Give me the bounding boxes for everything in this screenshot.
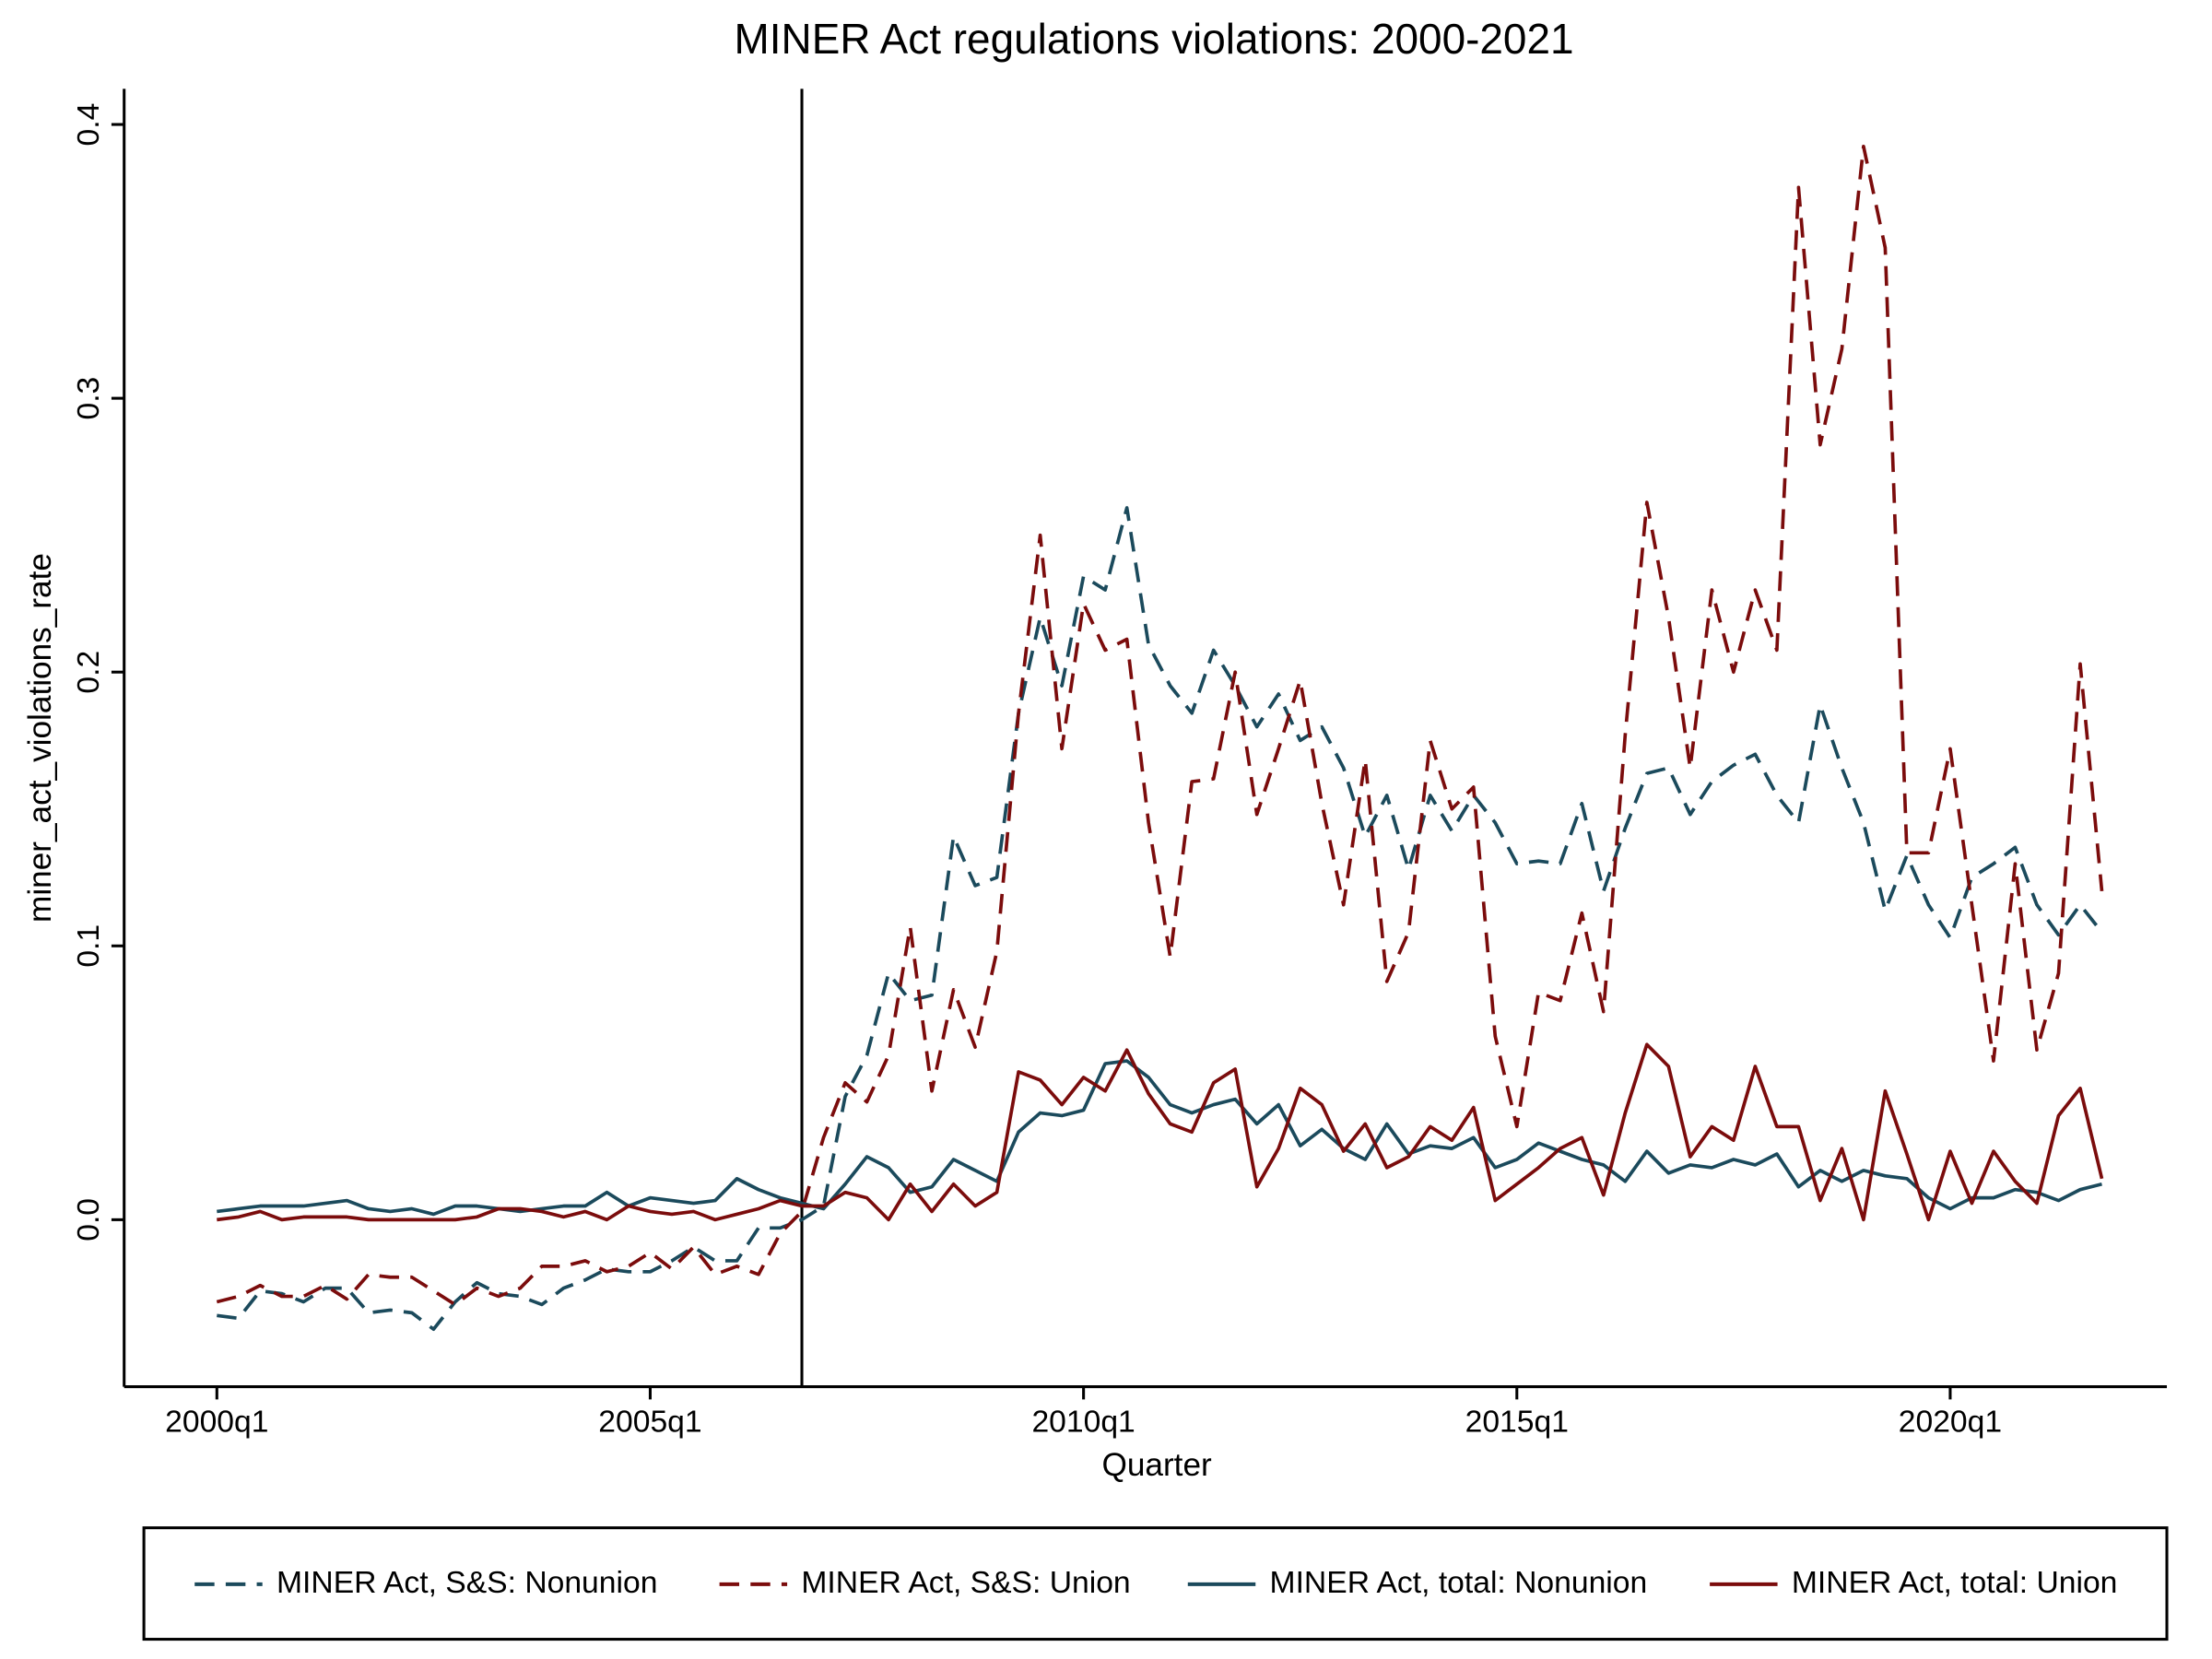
y-tick-label: 0.4 (72, 103, 106, 147)
legend-label: MINER Act, total: Union (1792, 1566, 2118, 1600)
legend-label: MINER Act, S&S: Nonunion (276, 1566, 657, 1600)
x-tick-label: 2015q1 (1465, 1405, 1569, 1439)
y-tick-label: 0.3 (72, 377, 106, 420)
y-axis-label: miner_act_violations_rate (22, 553, 58, 923)
series-line (217, 1042, 2104, 1222)
x-tick-label: 2000q1 (165, 1405, 268, 1439)
x-tick-label: 2010q1 (1031, 1405, 1135, 1439)
legend-label: MINER Act, total: Nonunion (1270, 1566, 1648, 1600)
series-line (216, 144, 2104, 1307)
series-line (217, 506, 2103, 1332)
y-tick-label: 0.1 (72, 924, 106, 968)
x-tick-label: 2005q1 (598, 1405, 701, 1439)
x-tick-label: 2020q1 (1899, 1405, 2002, 1439)
y-tick-label: 0.0 (72, 1198, 106, 1241)
x-axis-label: Quarter (1101, 1447, 1212, 1483)
legend-label: MINER Act, S&S: Union (801, 1566, 1130, 1600)
legend-box (142, 1526, 2169, 1641)
chart-title: MINER Act regulations violations: 2000-2… (735, 15, 1574, 63)
y-tick-label: 0.2 (72, 651, 106, 694)
